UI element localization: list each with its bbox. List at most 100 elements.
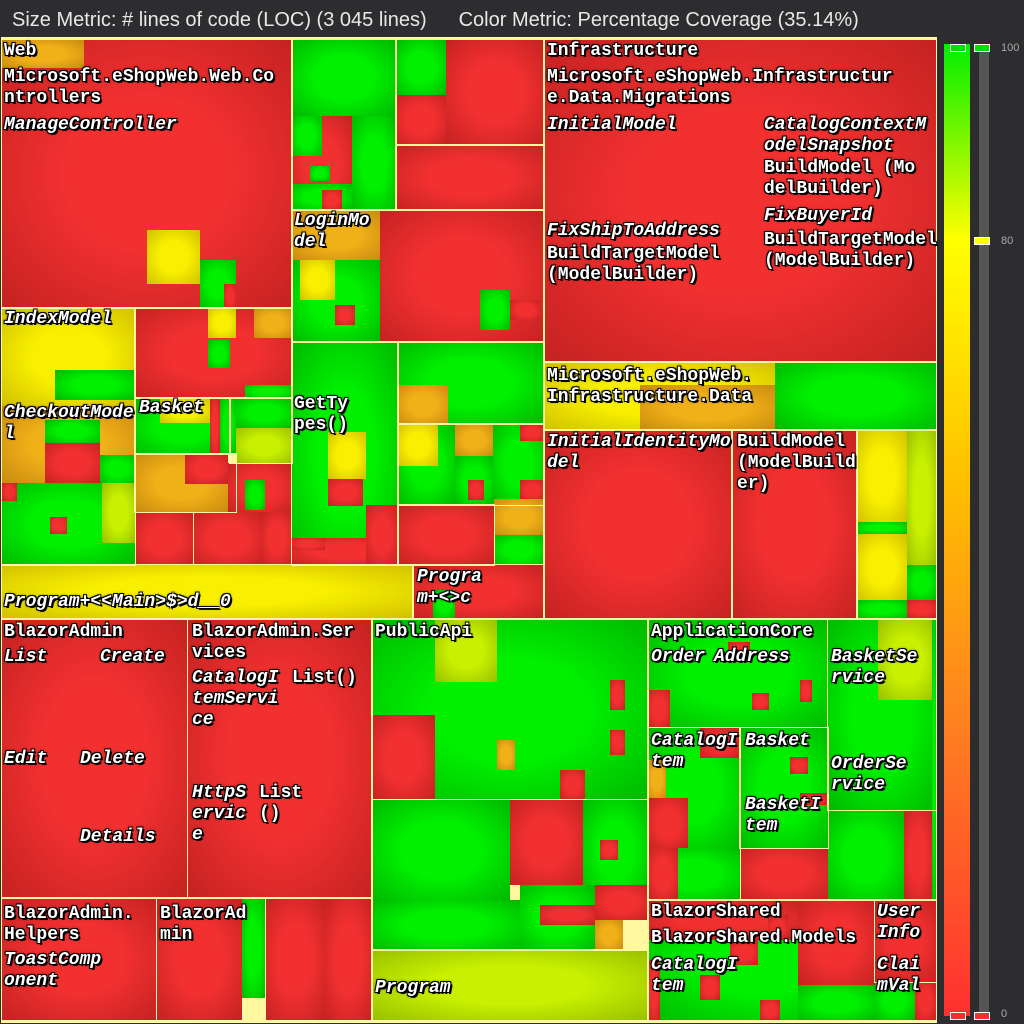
- node-blazor-admin-2[interactable]: BlazorAdmin: [160, 904, 247, 945]
- node-infra-data[interactable]: Microsoft.eShopWeb.Infrastructure.Data: [547, 366, 753, 407]
- treemap-cell[interactable]: [55, 370, 135, 400]
- treemap-cell[interactable]: [904, 810, 932, 900]
- node-http-service[interactable]: HttpService: [192, 783, 247, 845]
- treemap-cell[interactable]: [2, 898, 157, 1020]
- node-web[interactable]: Web: [4, 41, 37, 61]
- node-program[interactable]: Program: [375, 978, 451, 998]
- treemap-cell[interactable]: [208, 340, 230, 368]
- treemap-cell[interactable]: [435, 620, 497, 682]
- treemap-cell[interactable]: [790, 757, 808, 774]
- treemap-cell[interactable]: [446, 40, 544, 145]
- treemap-cell[interactable]: [798, 985, 875, 1020]
- node-application-core[interactable]: ApplicationCore: [651, 622, 814, 642]
- treemap-cell[interactable]: [648, 960, 660, 1020]
- node-order-service[interactable]: OrderService: [831, 754, 907, 795]
- treemap-cell[interactable]: [544, 40, 936, 362]
- treemap-cell[interactable]: [752, 693, 769, 710]
- treemap-cell[interactable]: [648, 760, 666, 798]
- node-blazor-admin-helpers[interactable]: BlazorAdmin.Helpers: [4, 904, 134, 945]
- node-blazor-shared[interactable]: BlazorShared: [651, 902, 781, 922]
- treemap-cell[interactable]: [875, 900, 936, 982]
- slider-max-handle[interactable]: [974, 44, 990, 52]
- treemap-cell[interactable]: [292, 116, 322, 156]
- treemap-cell[interactable]: [828, 810, 904, 900]
- treemap-cell[interactable]: [768, 915, 788, 940]
- treemap-cell[interactable]: [648, 798, 688, 848]
- node-claim-value[interactable]: ClaimVal: [877, 955, 921, 996]
- node-basket-item[interactable]: BasketItem: [745, 795, 821, 836]
- node-blazor-shared-models[interactable]: BlazorShared.Models: [651, 928, 857, 948]
- treemap-cell[interactable]: [915, 982, 936, 1020]
- node-build-model[interactable]: BuildModel (ModelBuilder): [764, 158, 916, 199]
- size-metric-label[interactable]: Size Metric: # lines of code (LOC) (3 04…: [12, 9, 427, 31]
- treemap[interactable]: [1, 37, 937, 1023]
- treemap-cell[interactable]: [396, 40, 446, 95]
- node-delete[interactable]: Delete: [80, 749, 145, 769]
- treemap-cell[interactable]: [648, 848, 678, 900]
- treemap-cell[interactable]: [372, 950, 648, 1020]
- node-basket-service[interactable]: BasketService: [831, 647, 918, 688]
- treemap-cell[interactable]: [857, 534, 907, 600]
- treemap-cell[interactable]: [520, 424, 544, 441]
- node-catalog-item[interactable]: CatalogItem: [651, 731, 738, 772]
- treemap-cell[interactable]: [236, 398, 292, 428]
- slider-min-handle[interactable]: [974, 1012, 990, 1020]
- treemap-cell[interactable]: [540, 905, 595, 925]
- node-build-target-model[interactable]: BuildTargetModel (ModelBuilder): [764, 230, 937, 271]
- treemap-cell[interactable]: [857, 430, 907, 522]
- node-fix-buyer-id[interactable]: FixBuyerId: [764, 206, 873, 226]
- node-order[interactable]: Order: [651, 647, 706, 667]
- node-user-info[interactable]: UserInfo: [877, 902, 921, 943]
- treemap-cell[interactable]: [300, 260, 335, 300]
- treemap-cell[interactable]: [648, 620, 828, 728]
- node-program-c[interactable]: Program+<>c: [417, 567, 482, 608]
- node-blazor-admin[interactable]: BlazorAdmin: [4, 622, 123, 642]
- treemap-cell[interactable]: [328, 479, 363, 506]
- node-web-controllers[interactable]: Microsoft.eShopWeb.Web.Controllers: [4, 67, 275, 108]
- node-public-api[interactable]: PublicApi: [375, 622, 473, 642]
- node-list-method[interactable]: List(): [292, 668, 357, 688]
- node-infrastructure[interactable]: Infrastructure: [547, 41, 699, 61]
- node-get-types[interactable]: GetTypes(): [294, 394, 349, 435]
- treemap-cell[interactable]: [380, 210, 544, 342]
- treemap-cell[interactable]: [292, 40, 396, 116]
- treemap-cell[interactable]: [372, 715, 435, 800]
- treemap-cell[interactable]: [878, 620, 936, 700]
- node-build-target-model[interactable]: BuildTargetModel (ModelBuilder): [547, 244, 720, 285]
- treemap-cell[interactable]: [932, 620, 936, 900]
- node-list[interactable]: List: [4, 647, 48, 667]
- treemap-cell[interactable]: [2, 40, 84, 68]
- treemap-cell[interactable]: [875, 982, 915, 1020]
- treemap-cell[interactable]: [325, 898, 372, 1020]
- treemap-cell[interactable]: [433, 590, 455, 618]
- treemap-cell[interactable]: [147, 230, 200, 284]
- node-initial-model[interactable]: InitialModel: [547, 115, 677, 135]
- treemap-cell[interactable]: [600, 840, 618, 860]
- treemap-cell[interactable]: [262, 512, 292, 565]
- treemap-cell[interactable]: [857, 522, 907, 534]
- treemap-cell[interactable]: [366, 505, 398, 565]
- node-program-main[interactable]: Program+<<Main>$>d__0: [4, 592, 231, 612]
- treemap-cell[interactable]: [640, 385, 775, 430]
- treemap-cell[interactable]: [468, 480, 484, 500]
- treemap-cell[interactable]: [398, 385, 448, 424]
- treemap-cell[interactable]: [157, 898, 242, 1020]
- treemap-cell[interactable]: [2, 620, 188, 898]
- treemap-cell[interactable]: [740, 848, 828, 900]
- treemap-cell[interactable]: [907, 430, 936, 565]
- treemap-cell[interactable]: [398, 424, 438, 466]
- treemap-cell[interactable]: [236, 428, 292, 463]
- treemap-cell[interactable]: [2, 565, 413, 618]
- treemap-cell[interactable]: [732, 430, 857, 618]
- node-catalog-item[interactable]: CatalogItem: [651, 955, 738, 996]
- treemap-cell[interactable]: [160, 398, 210, 423]
- treemap-cell[interactable]: [595, 920, 623, 950]
- treemap-cell[interactable]: [310, 166, 330, 181]
- node-create[interactable]: Create: [100, 647, 165, 667]
- node-checkout-model[interactable]: CheckoutModel: [4, 403, 134, 444]
- treemap-cell[interactable]: [398, 505, 494, 565]
- treemap-cell[interactable]: [292, 210, 380, 260]
- node-manage-controller[interactable]: ManageController: [4, 115, 177, 135]
- treemap-cell[interactable]: [520, 480, 544, 500]
- treemap-cell[interactable]: [510, 300, 540, 320]
